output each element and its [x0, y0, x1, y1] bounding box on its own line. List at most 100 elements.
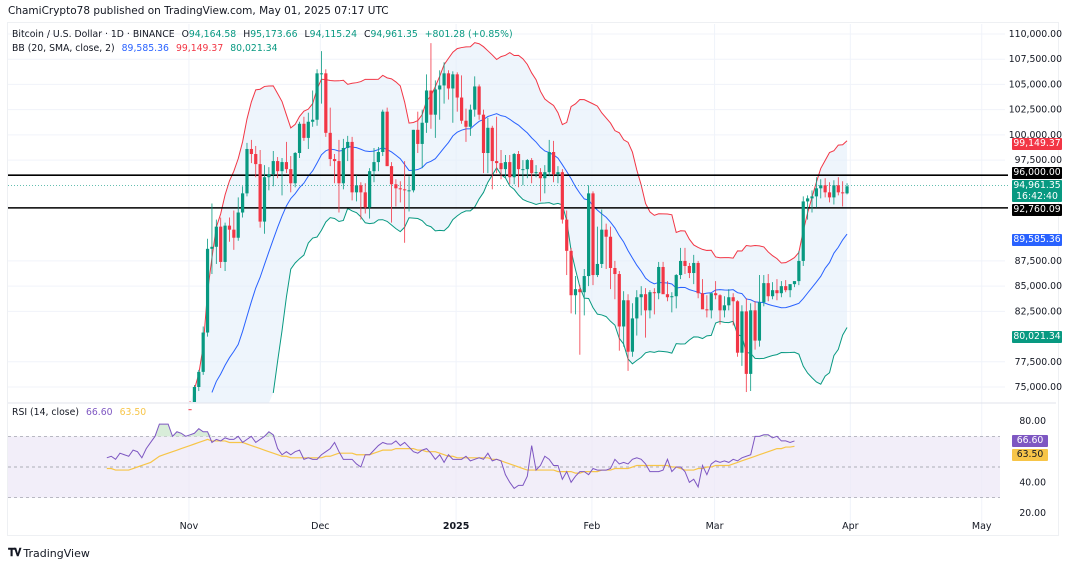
- candle-body: [587, 193, 591, 277]
- candle-body: [201, 332, 205, 372]
- candle: [503, 155, 507, 179]
- candle-body: [679, 260, 683, 276]
- candle-body: [534, 172, 538, 174]
- candle: [832, 180, 836, 205]
- candle: [477, 84, 481, 120]
- candle-body: [468, 109, 472, 127]
- candle: [398, 181, 402, 203]
- candle: [346, 135, 350, 162]
- candle: [464, 108, 468, 142]
- rsi-overbought-fill: [106, 424, 795, 437]
- candle-body: [319, 73, 324, 75]
- candle-body: [823, 185, 827, 193]
- candle: [622, 291, 626, 347]
- candle-body: [411, 129, 416, 191]
- candle: [727, 289, 731, 311]
- candle-body: [438, 85, 442, 90]
- last-price-tag: 94,961.35 16:42:40: [1012, 180, 1062, 202]
- candle-body: [503, 162, 507, 170]
- open-number: 94,164.58: [188, 29, 237, 40]
- candle-body: [499, 163, 503, 170]
- time-axis-label: Dec: [311, 521, 330, 532]
- rsi-pane: [8, 423, 1000, 499]
- symbol-title[interactable]: Bitcoin / U.S. Dollar · 1D · BINANCE: [12, 29, 175, 40]
- candle-body: [600, 229, 604, 264]
- rsi-axis-label: 20.00: [1019, 508, 1046, 519]
- candle-body: [354, 185, 359, 193]
- low-label: L: [304, 29, 310, 40]
- price-axis-label: 110,000.00: [1009, 29, 1062, 40]
- candle: [696, 260, 700, 299]
- candle: [670, 292, 674, 313]
- candle: [692, 254, 696, 285]
- candle: [341, 138, 345, 190]
- price-axis-label: 100,000.00: [1009, 130, 1062, 141]
- candle-body: [775, 290, 779, 294]
- candle-body: [731, 297, 735, 302]
- candle: [630, 303, 635, 357]
- candle: [424, 74, 429, 133]
- candle-body: [284, 162, 288, 170]
- candle-body: [446, 73, 451, 89]
- candle-body: [442, 73, 446, 86]
- rsi-title[interactable]: RSI (14, close): [12, 407, 79, 418]
- candle: [368, 168, 372, 219]
- candle: [271, 150, 275, 187]
- candle: [823, 178, 827, 198]
- candle-body: [595, 263, 599, 276]
- open-label: O: [181, 29, 189, 40]
- tradingview-logo[interactable]: 𝐓𝐕 TradingView: [8, 546, 90, 560]
- candle: [841, 181, 845, 207]
- candle-body: [727, 297, 731, 306]
- candle: [674, 274, 678, 309]
- candle-body: [350, 141, 354, 193]
- rsi-legend: RSI (14, close) 66.60 63.50: [12, 407, 150, 418]
- candle: [241, 186, 245, 218]
- candle-body: [372, 162, 376, 172]
- candle-body: [806, 198, 810, 202]
- candle-body: [521, 169, 525, 171]
- candle: [639, 286, 643, 316]
- candle: [556, 166, 560, 184]
- candle: [740, 305, 744, 366]
- candle: [792, 281, 797, 288]
- candle-body: [643, 294, 648, 311]
- rsi-ma-price-tag: 63.50: [1012, 449, 1048, 461]
- candle: [762, 275, 766, 307]
- candle-body: [359, 185, 363, 193]
- candle: [214, 219, 218, 264]
- candle-body: [280, 162, 284, 172]
- candle-body: [749, 310, 753, 374]
- candle-body: [538, 172, 543, 179]
- candle: [223, 222, 227, 272]
- candle-body: [376, 152, 380, 163]
- candle: [490, 125, 494, 190]
- candle-body: [210, 246, 214, 249]
- candle: [626, 294, 630, 371]
- candle-body: [674, 275, 678, 297]
- candle: [451, 71, 455, 123]
- time-axis-label: Mar: [705, 521, 724, 532]
- tradingview-logo-icon: 𝐓𝐕: [8, 546, 21, 559]
- candle-body: [289, 169, 293, 184]
- bb-title[interactable]: BB (20, SMA, close, 2): [12, 43, 115, 54]
- candle: [560, 169, 564, 224]
- candle-body: [626, 300, 630, 352]
- candle-body: [368, 171, 372, 208]
- candle-body: [683, 260, 687, 266]
- candle: [205, 238, 210, 337]
- candle: [394, 179, 398, 207]
- candle-body: [424, 90, 429, 123]
- time-axis-label: Nov: [179, 521, 199, 532]
- candle-body: [648, 292, 652, 311]
- candle: [188, 401, 192, 411]
- candle-body: [403, 189, 407, 191]
- bollinger-band-fill: [190, 42, 848, 404]
- candle: [608, 226, 613, 290]
- candle: [219, 217, 223, 268]
- time-axis-label: Feb: [583, 521, 601, 532]
- price-axis: 110,000.00 107,500.00 105,000.00 102,500.00…: [1009, 29, 1062, 393]
- candle-body: [569, 250, 573, 296]
- candle: [810, 190, 814, 213]
